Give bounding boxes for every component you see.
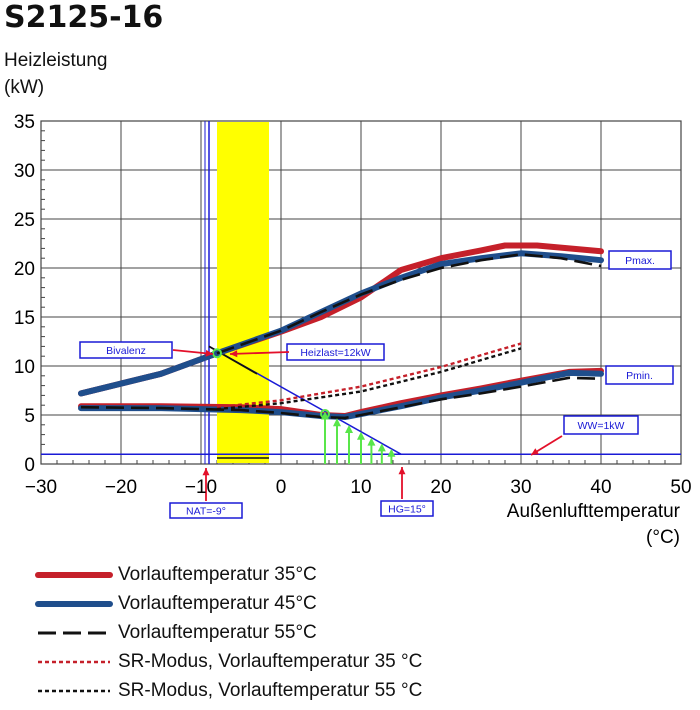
legend-swatch — [35, 600, 113, 607]
hg-label-box — [380, 500, 434, 517]
pmax-label-box — [608, 250, 672, 270]
x-tick-label: 50 — [670, 477, 691, 498]
x-tick-label: 10 — [350, 477, 371, 498]
legend-label: SR-Modus, Vorlauftemperatur 35 °C — [118, 650, 423, 672]
legend-item: Vorlauftemperatur 55°C — [34, 618, 422, 647]
x-tick-label: 0 — [276, 477, 287, 498]
pmin-label: Pmin. — [626, 370, 653, 382]
legend-label: Vorlauftemperatur 55°C — [118, 621, 317, 643]
y-tick-label: 15 — [14, 308, 35, 329]
legend-item: SR-Modus, Vorlauftemperatur 55 °C — [34, 676, 422, 705]
pmin-label-box — [605, 365, 674, 385]
series-lines — [78, 242, 604, 455]
legend: Vorlauftemperatur 35°C Vorlauftemperatur … — [34, 560, 422, 705]
y-tick-label: 25 — [14, 210, 35, 231]
x-axis-unit: (°C) — [646, 527, 680, 548]
series-line — [80, 376, 602, 420]
y-tick-label: 0 — [24, 455, 35, 476]
series-line — [78, 250, 604, 397]
y-tick-label: 5 — [24, 406, 35, 427]
legend-item: SR-Modus, Vorlauftemperatur 35 °C — [34, 647, 422, 676]
legend-item: Vorlauftemperatur 35°C — [34, 560, 422, 589]
legend-swatch — [38, 660, 110, 663]
legend-swatch — [38, 631, 110, 634]
green-arrow-head — [377, 443, 386, 452]
ww-arrow-head — [531, 448, 539, 455]
min-point — [320, 409, 330, 420]
y-tick-label: 20 — [14, 259, 35, 280]
y-tick-label: 35 — [14, 112, 35, 133]
x-tick-label: −30 — [25, 477, 57, 498]
series-line — [78, 369, 604, 420]
ww-label-box — [563, 415, 639, 435]
bivalenz-label-box — [79, 341, 173, 359]
legend-label: SR-Modus, Vorlauftemperatur 55 °C — [118, 679, 423, 701]
x-tick-label: −20 — [105, 477, 137, 498]
y-tick-label: 30 — [14, 161, 35, 182]
x-tick-label: 40 — [590, 477, 611, 498]
legend-swatch — [38, 689, 110, 692]
nat-arrow-head — [202, 468, 210, 476]
legend-label: Vorlauftemperatur 35°C — [118, 563, 317, 585]
green-arrow-head — [345, 425, 353, 434]
hg-arrow-head — [398, 467, 406, 475]
legend-item: Vorlauftemperatur 45°C — [34, 589, 422, 618]
heating-capacity-chart: Bivalenz Heizlast=12kW Pmax. Pmin. WW=1kW NAT… — [14, 112, 692, 548]
heizlast-arrow-head — [230, 350, 238, 358]
heizlast-label: Heizlast=12kW — [300, 347, 370, 359]
bivalenz-label: Bivalenz — [106, 345, 146, 357]
heizlast-arrow — [229, 351, 290, 355]
green-arrow-head — [387, 448, 396, 457]
x-axis-label: Außenlufttemperatur — [507, 501, 681, 522]
nat-label-box — [169, 502, 243, 519]
tick-labels: −30 −20 −10 0 10 20 30 40 50 0 5 10 15 20 25 30 35 — [14, 112, 692, 498]
y-axis-label: Heizleistung — [4, 50, 108, 71]
series-line — [216, 347, 522, 411]
y-axis-unit: (kW) — [4, 77, 45, 98]
pmax-label: Pmax. — [625, 255, 655, 267]
green-arrow-head — [367, 437, 376, 446]
hg-label: HG=15° — [388, 504, 426, 516]
ww-label: WW=1kW — [578, 420, 625, 432]
page-title: S2125-16 — [4, 0, 164, 35]
green-arrow-head — [333, 418, 341, 427]
legend-label: Vorlauftemperatur 45°C — [118, 592, 317, 614]
annotations: Bivalenz Heizlast=12kW Pmax. Pmin. WW=1kW NAT… — [79, 250, 674, 519]
nat-label: NAT=-9° — [186, 506, 226, 518]
x-tick-label: −10 — [185, 477, 217, 498]
series-line — [216, 252, 602, 355]
green-arrow-head — [357, 431, 365, 440]
y-tick-label: 10 — [14, 357, 35, 378]
legend-swatch — [35, 571, 113, 578]
x-tick-label: 30 — [510, 477, 531, 498]
bivalenz-arrow-head — [205, 349, 213, 357]
x-tick-label: 20 — [430, 477, 451, 498]
series-line — [216, 342, 522, 409]
